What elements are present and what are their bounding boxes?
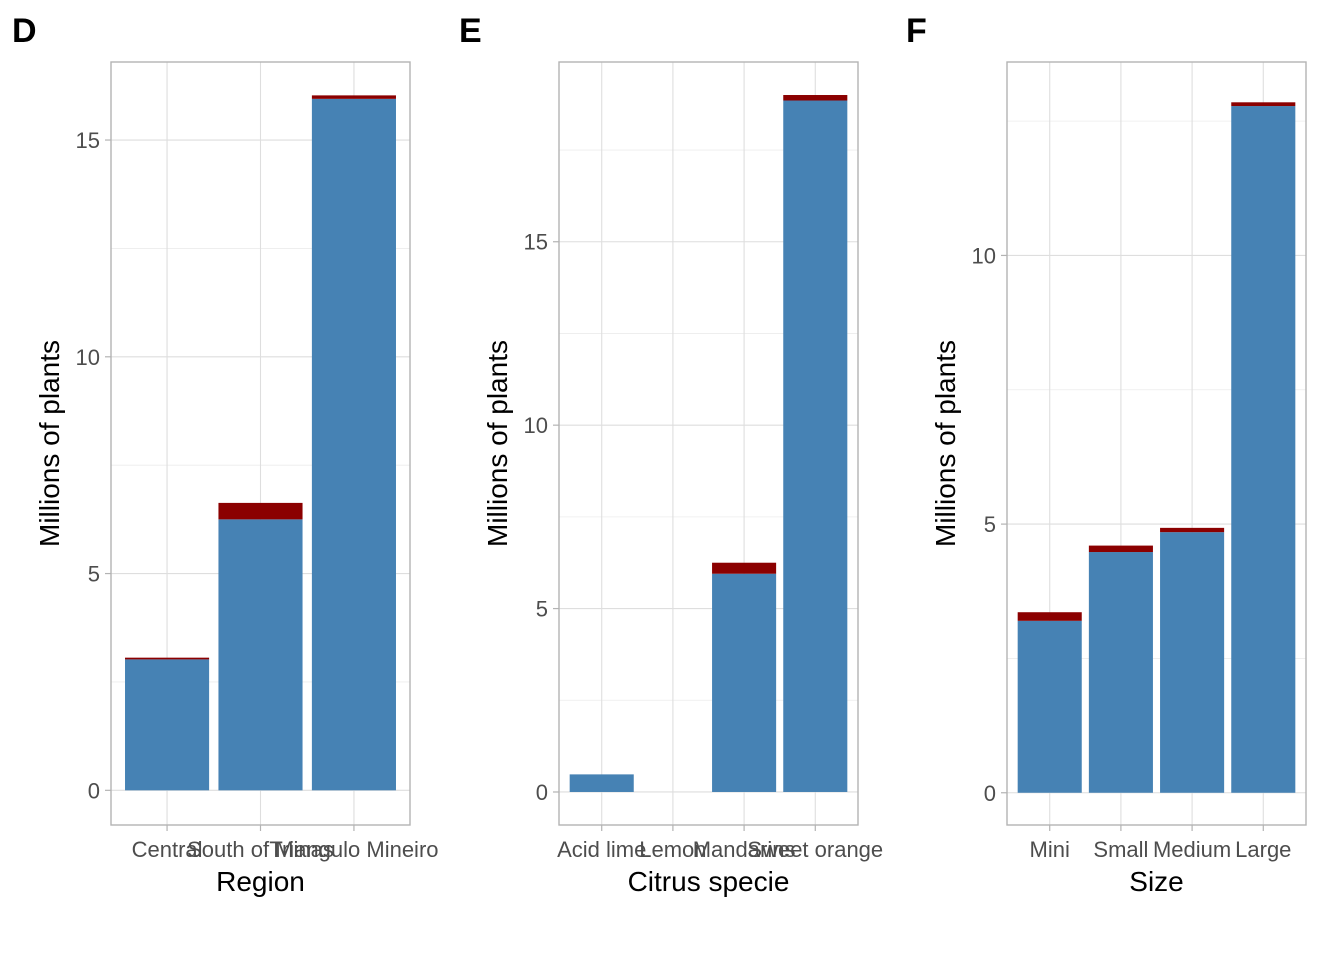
y-tick-label: 5 [984,512,996,537]
y-tick-label: 0 [536,780,548,805]
x-tick-label: Triangulo Mineiro [269,837,438,862]
bar-segment [783,95,848,101]
y-axis-title: Millions of plants [482,340,513,547]
x-axis-title: Citrus specie [628,866,790,897]
x-tick-label: Lemon [639,837,706,862]
y-tick-label: 15 [524,230,548,255]
y-tick-label: 0 [984,781,996,806]
bar-segment [1160,527,1225,533]
y-tick-label: 0 [88,778,100,803]
bar-segment [712,573,777,792]
y-axis-title: Millions of plants [930,340,961,547]
plot-area: 0 5 10 Mini Small Medium Large [972,61,1307,862]
bar-segment [311,98,396,791]
x-tick-label: Central [132,837,203,862]
bar-segment [1088,545,1153,553]
bar-segment [783,100,848,792]
bar-segment [1017,620,1082,793]
y-tick-label: 15 [76,128,100,153]
x-axis-title: Region [216,866,305,897]
bar-segment [712,562,777,574]
bar-segment [569,774,634,792]
x-tick-label: South of Minas [187,837,334,862]
bar-segment [1088,552,1153,793]
y-tick-label: 10 [76,345,100,370]
panel-f: F 0 5 10 Mini Small Medium Large Size Millions… [906,12,1307,897]
x-tick-label: Acid lime [557,837,646,862]
panel-label: E [459,12,482,50]
plot-frame [558,61,859,826]
x-tick-label: Medium [1153,837,1231,862]
x-tick-label: Large [1235,837,1291,862]
y-tick-label: 10 [972,243,996,268]
x-tick-label: Mandarins [693,837,796,862]
bar-segment [218,519,303,791]
x-axis-title: Size [1129,866,1183,897]
bar-segment [1231,102,1296,107]
y-tick-label: 5 [536,597,548,622]
bar-segment [125,657,210,660]
bar-segment [1017,612,1082,621]
x-tick-label: Small [1093,837,1148,862]
bar-segment [218,502,303,520]
bar-segment [125,659,210,791]
bar-segment [1160,532,1225,793]
y-axis-title: Millions of plants [34,340,65,547]
bar-segment [1231,106,1296,793]
panel-label: F [906,12,927,50]
x-tick-label: Mini [1030,837,1070,862]
bar-segment [311,95,396,99]
plot-frame [1006,61,1307,826]
panel-label: D [12,12,37,50]
y-tick-label: 5 [88,562,100,587]
x-tick-label: Sweet orange [747,837,883,862]
y-tick-label: 10 [524,413,548,438]
